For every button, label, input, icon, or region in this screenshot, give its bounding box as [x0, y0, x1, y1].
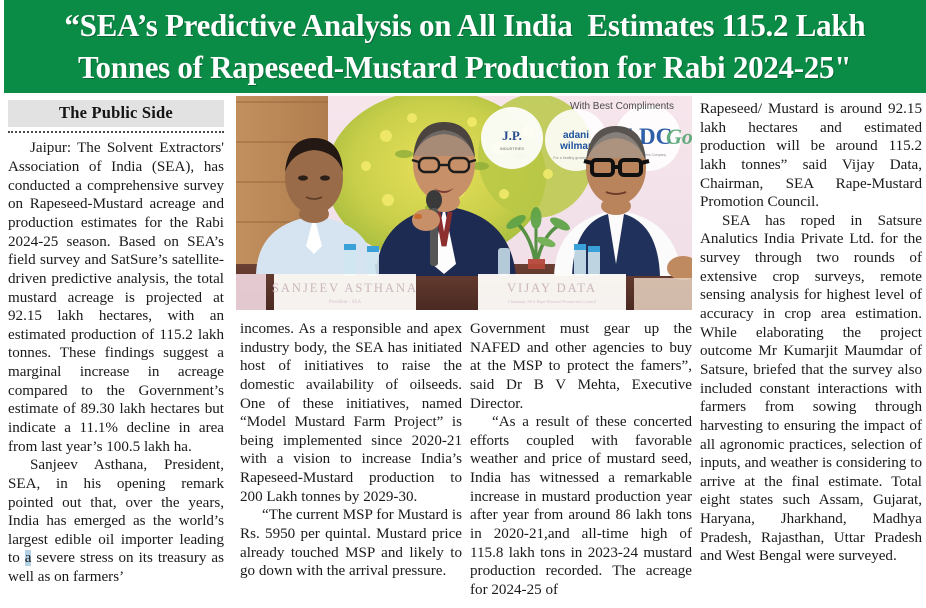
svg-text:VIJAY DATA: VIJAY DATA	[507, 281, 597, 295]
svg-text:With Best Compliments: With Best Compliments	[570, 101, 674, 112]
svg-text:President - SEA: President - SEA	[329, 300, 362, 305]
headline-line-1: “SEA’s Predictive Analysis on All India …	[64, 6, 866, 43]
col1-paragraph-1: Jaipur: The Solvent Extractors' Associat…	[8, 140, 224, 455]
svg-text:Louis Dreyfus Company: Louis Dreyfus Company	[630, 153, 666, 157]
person-left	[256, 138, 376, 274]
col1-paragraph-2: Sanjeev Asthana, President, SEA, in his …	[8, 457, 224, 586]
press-conference-photo: J.P. INDUSTRIES adani wilmar For a healt…	[236, 96, 692, 310]
col4-paragraph-1: Rapeseed/ Mustard is around 92.15 lakh h…	[700, 101, 922, 211]
section-header: The Public Side	[8, 100, 224, 128]
col2-paragraph-1: incomes. As a responsible and apex indus…	[240, 321, 462, 505]
article-column-2: incomes. As a responsible and apex indus…	[240, 320, 462, 581]
svg-text:J.P.: J.P.	[502, 128, 522, 143]
article-column-4: Rapeseed/ Mustard is around 92.15 lakh h…	[700, 100, 922, 566]
nameplate-right: VIJAY DATA Chairman, SEA Rape-Mustard Pr…	[478, 274, 626, 310]
article-column-1: The Public Side Jaipur: The Solvent Extr…	[8, 100, 224, 587]
col3-paragraph-2: “As a result of these concerted efforts …	[470, 414, 692, 598]
svg-text:God: God	[666, 124, 692, 149]
svg-text:wilmar: wilmar	[559, 141, 592, 152]
headline-banner: “SEA’s Predictive Analysis on All India …	[4, 0, 926, 93]
svg-text:Chairman, SEA Rape-Mustard Pro: Chairman, SEA Rape-Mustard Promotion Cou…	[508, 299, 597, 305]
col2-paragraph-2: “The current MSP for Mustard is Rs. 5950…	[240, 507, 462, 580]
col3-paragraph-1: Government must gear up the NAFED and ot…	[470, 321, 692, 412]
selected-text-highlight: a	[24, 550, 32, 567]
headline-line-2: Tonnes of Rapeseed-Mustard Production fo…	[78, 48, 852, 85]
article-column-3: Government must gear up the NAFED and ot…	[470, 320, 692, 600]
svg-text:SANJEEV ASTHANA: SANJEEV ASTHANA	[272, 281, 418, 295]
svg-text:INDUSTRIES: INDUSTRIES	[500, 146, 525, 151]
nameplate-left: SANJEEV ASTHANA President - SEA	[272, 274, 418, 310]
svg-text:adani: adani	[563, 130, 589, 141]
photo-illustration: J.P. INDUSTRIES adani wilmar For a healt…	[236, 96, 692, 310]
section-divider	[8, 130, 224, 134]
water-bottles	[344, 244, 600, 276]
table-plant	[506, 207, 570, 269]
person-center-speaker	[376, 122, 516, 276]
col4-paragraph-2: SEA has roped in Satsure Analutics India…	[700, 212, 922, 565]
svg-text:For a healthy growing nation: For a healthy growing nation	[553, 156, 598, 160]
